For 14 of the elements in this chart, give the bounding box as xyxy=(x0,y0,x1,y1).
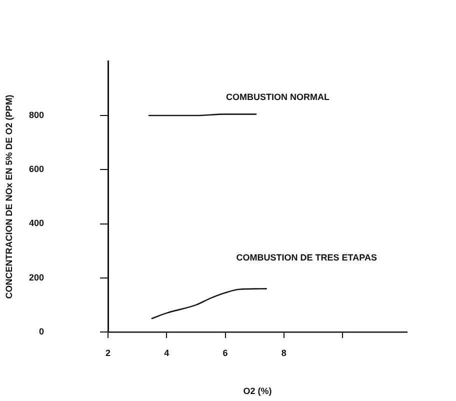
series-label: COMBUSTION NORMAL xyxy=(226,92,330,102)
y-tick-label: 800 xyxy=(28,110,44,120)
x-tick-label: 2 xyxy=(105,348,111,358)
text: COMBUSTION DE TRES ETAPAS xyxy=(236,252,377,263)
x-tick-label: 8 xyxy=(281,348,286,358)
y-tick-label: 0 xyxy=(38,326,44,336)
y-tick-label: 400 xyxy=(28,218,44,228)
x-tick-label: 4 xyxy=(164,348,170,358)
y-tick-label: 200 xyxy=(28,272,44,282)
x-axis-title: O2 (%) xyxy=(243,386,272,396)
y-tick-label: 600 xyxy=(28,164,44,174)
line-series xyxy=(151,288,267,320)
x-tick-label: 6 xyxy=(222,348,228,358)
y-axis-title: CONCENTRACION DE NOx EN 5% DE O2 (PPM) xyxy=(4,94,14,299)
